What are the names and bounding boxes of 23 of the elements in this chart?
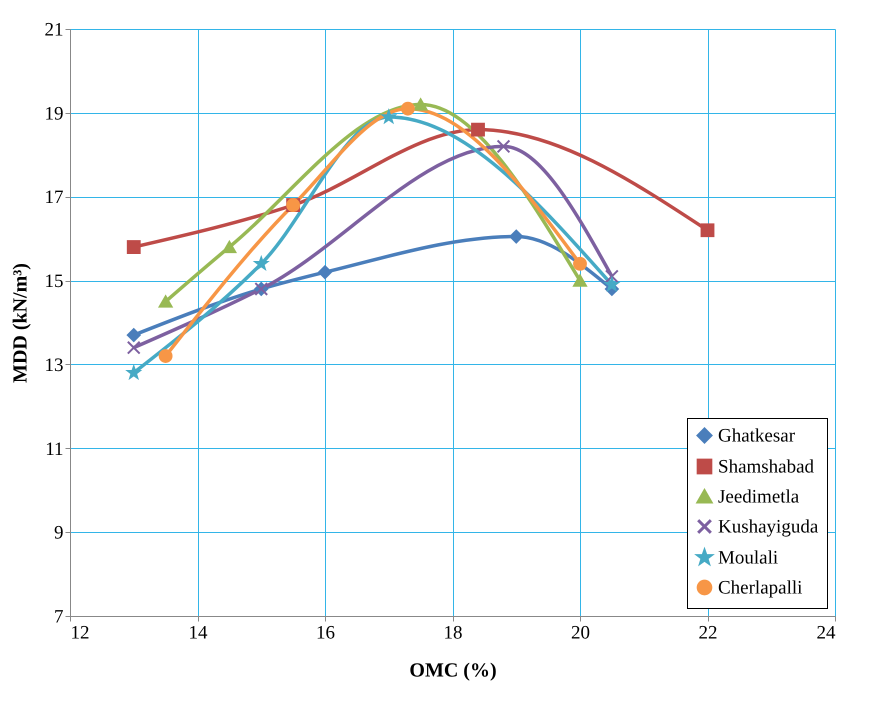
y-tick-label: 7 [54, 606, 64, 628]
legend-label: Jeedimetla [718, 486, 800, 508]
legend-label: Shamshabad [718, 456, 815, 478]
y-axis-title: MDD (kN/m³) [10, 263, 32, 383]
y-tick-label: 11 [45, 438, 64, 460]
legend-label: Cherlapalli [718, 578, 802, 598]
y-tick-label: 21 [44, 20, 64, 40]
y-tick-label: 13 [44, 354, 64, 376]
x-tick-label: 12 [70, 622, 90, 644]
y-tick-label: 17 [44, 187, 64, 208]
x-tick-label: 22 [698, 622, 718, 644]
x-tick-label: 16 [316, 622, 335, 644]
x-axis-title: OMC (%) [409, 660, 497, 682]
y-tick-label: 19 [44, 103, 64, 124]
y-tick-label: 9 [54, 522, 64, 544]
x-tick-label: 24 [816, 622, 836, 644]
legend-label: Moulali [718, 548, 778, 568]
x-tick-label: 14 [188, 622, 208, 644]
legend-label: Kushayiguda [718, 516, 819, 538]
x-tick-label: 20 [571, 622, 590, 644]
legend-label: Ghatkesar [718, 426, 796, 446]
x-tick-label: 18 [444, 622, 462, 644]
y-tick-label: 15 [44, 271, 64, 292]
